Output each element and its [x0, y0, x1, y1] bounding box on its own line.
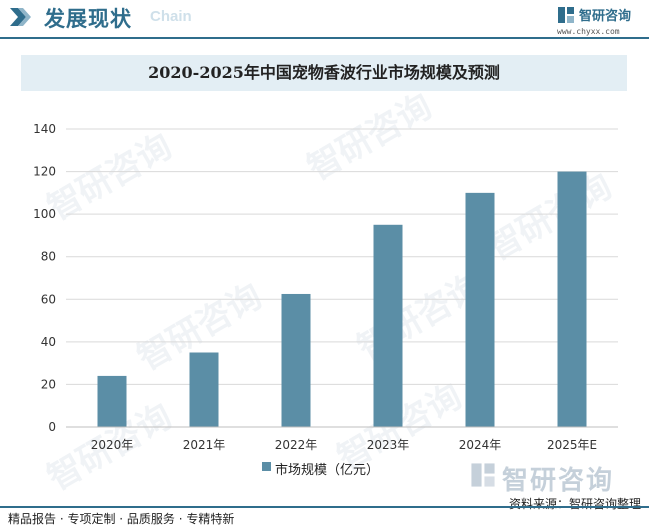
brand-url: www.chyxx.com — [557, 27, 620, 36]
y-tick-label: 40 — [41, 335, 56, 349]
chart-title: 2020-2025年中国宠物香波行业市场规模及预测 — [148, 63, 500, 82]
bar — [189, 352, 219, 427]
legend-label: 市场规模（亿元） — [275, 463, 380, 478]
footer-brand: 智研咨询 — [470, 461, 640, 496]
x-tick-label: 2024年 — [459, 438, 502, 452]
y-tick-label: 0 — [48, 420, 56, 434]
x-tick-label: 2021年 — [183, 438, 226, 452]
axes: 0 20 40 60 80 100 120 140 2020年 2021年 2022年 2023年 20… — [33, 122, 618, 452]
footer-brand-name: 智研咨询 — [502, 466, 615, 496]
page-header: 发展现状 Chain 智研咨询 www.chyxx.com — [0, 0, 649, 39]
double-chevron-icon — [10, 8, 31, 26]
bar — [373, 224, 403, 427]
chart-title-bar: 2020-2025年中国宠物香波行业市场规模及预测 — [21, 55, 627, 91]
brand: 智研咨询 www.chyxx.com — [557, 3, 639, 39]
legend-swatch — [262, 462, 271, 471]
x-tick-label: 2022年 — [275, 438, 318, 452]
bar — [557, 171, 587, 427]
y-tick-label: 140 — [33, 122, 56, 136]
bar — [97, 375, 127, 427]
y-tick-label: 80 — [41, 250, 56, 264]
chyxx-logo-icon — [471, 463, 495, 487]
header-divider — [0, 37, 649, 39]
section-title: 发展现状 — [44, 7, 132, 31]
x-tick-label: 2023年 — [367, 438, 410, 452]
section-ghost-text: Chain — [150, 8, 192, 25]
data-source: 资料来源：智研咨询整理 — [508, 497, 641, 511]
chyxx-logo-icon — [558, 7, 574, 23]
footer-divider — [0, 506, 649, 508]
bar — [465, 192, 495, 427]
x-tick-label: 2025年E — [547, 438, 597, 452]
brand-name: 智研咨询 — [579, 9, 632, 24]
x-tick-label: 2020年 — [91, 438, 134, 452]
y-tick-label: 60 — [41, 292, 56, 306]
bar — [281, 293, 311, 427]
footer-tagline: 精品报告 · 专项定制 · 品质服务 · 专精特新 — [8, 512, 235, 526]
y-tick-label: 120 — [33, 165, 56, 179]
y-tick-label: 100 — [33, 207, 56, 221]
bars — [97, 171, 587, 427]
y-tick-label: 20 — [41, 377, 56, 391]
grid-lines — [66, 128, 618, 385]
